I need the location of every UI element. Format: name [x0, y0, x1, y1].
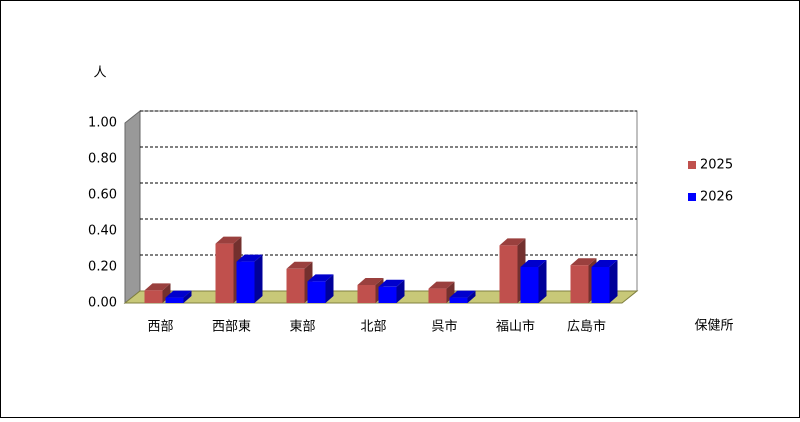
- bar-top: [520, 260, 547, 267]
- x-axis-label: 保健所: [694, 319, 733, 334]
- legend-label: 2026: [700, 190, 733, 205]
- bar-side: [162, 283, 171, 303]
- back-wall: [139, 110, 638, 292]
- bar-top: [499, 238, 526, 246]
- y-tick-label: 0.00: [88, 296, 117, 311]
- bar: [428, 288, 447, 303]
- bar: [570, 265, 589, 303]
- bar-top: [428, 281, 455, 289]
- bar: [236, 261, 255, 303]
- bar-top: [591, 260, 618, 267]
- x-tick-label: 東部: [289, 319, 315, 335]
- bar: [215, 243, 234, 303]
- bar-side: [467, 290, 476, 303]
- x-tick-label: 福山市: [496, 319, 535, 335]
- bar-side: [396, 279, 405, 303]
- x-tick-label: 北部: [360, 320, 386, 335]
- bar: [165, 297, 184, 303]
- y-tick-label: 1.00: [88, 116, 117, 131]
- x-tick-label: 呉市: [431, 319, 457, 335]
- bar-top: [378, 279, 405, 287]
- x-tick-label: 西部: [147, 320, 173, 335]
- x-tick-label: 広島市: [567, 319, 606, 335]
- bar: [144, 290, 163, 303]
- bar-top: [307, 274, 334, 282]
- bar: [357, 285, 376, 303]
- bar-top: [449, 290, 476, 298]
- y-tick-label: 0.20: [88, 260, 117, 275]
- bar-top: [357, 278, 384, 285]
- legend-swatch: [688, 161, 696, 169]
- legend-swatch: [688, 193, 696, 201]
- bar-top: [236, 254, 263, 262]
- x-tick-label: 西部東: [212, 319, 251, 335]
- bar: [520, 267, 539, 303]
- y-axis-label: 人: [93, 66, 106, 81]
- bar: [591, 267, 610, 303]
- bar: [378, 286, 397, 303]
- bar-top: [286, 261, 313, 269]
- bar-side: [325, 274, 334, 303]
- bar-top: [144, 283, 171, 291]
- bar-top: [570, 258, 597, 266]
- bar-side: [254, 254, 263, 303]
- bar: [307, 281, 326, 303]
- bar: [449, 297, 468, 303]
- bar-side: [538, 260, 547, 303]
- bar-side: [609, 260, 618, 303]
- bar-top: [215, 236, 242, 244]
- bar: [286, 268, 305, 303]
- bar: [499, 245, 518, 303]
- side-wall: [124, 109, 141, 305]
- y-tick-label: 0.80: [88, 152, 117, 167]
- y-tick-label: 0.40: [88, 224, 117, 239]
- legend-label: 2025: [700, 158, 733, 173]
- y-tick-label: 0.60: [88, 188, 117, 203]
- bar-top: [165, 290, 192, 298]
- bar-side: [183, 290, 192, 303]
